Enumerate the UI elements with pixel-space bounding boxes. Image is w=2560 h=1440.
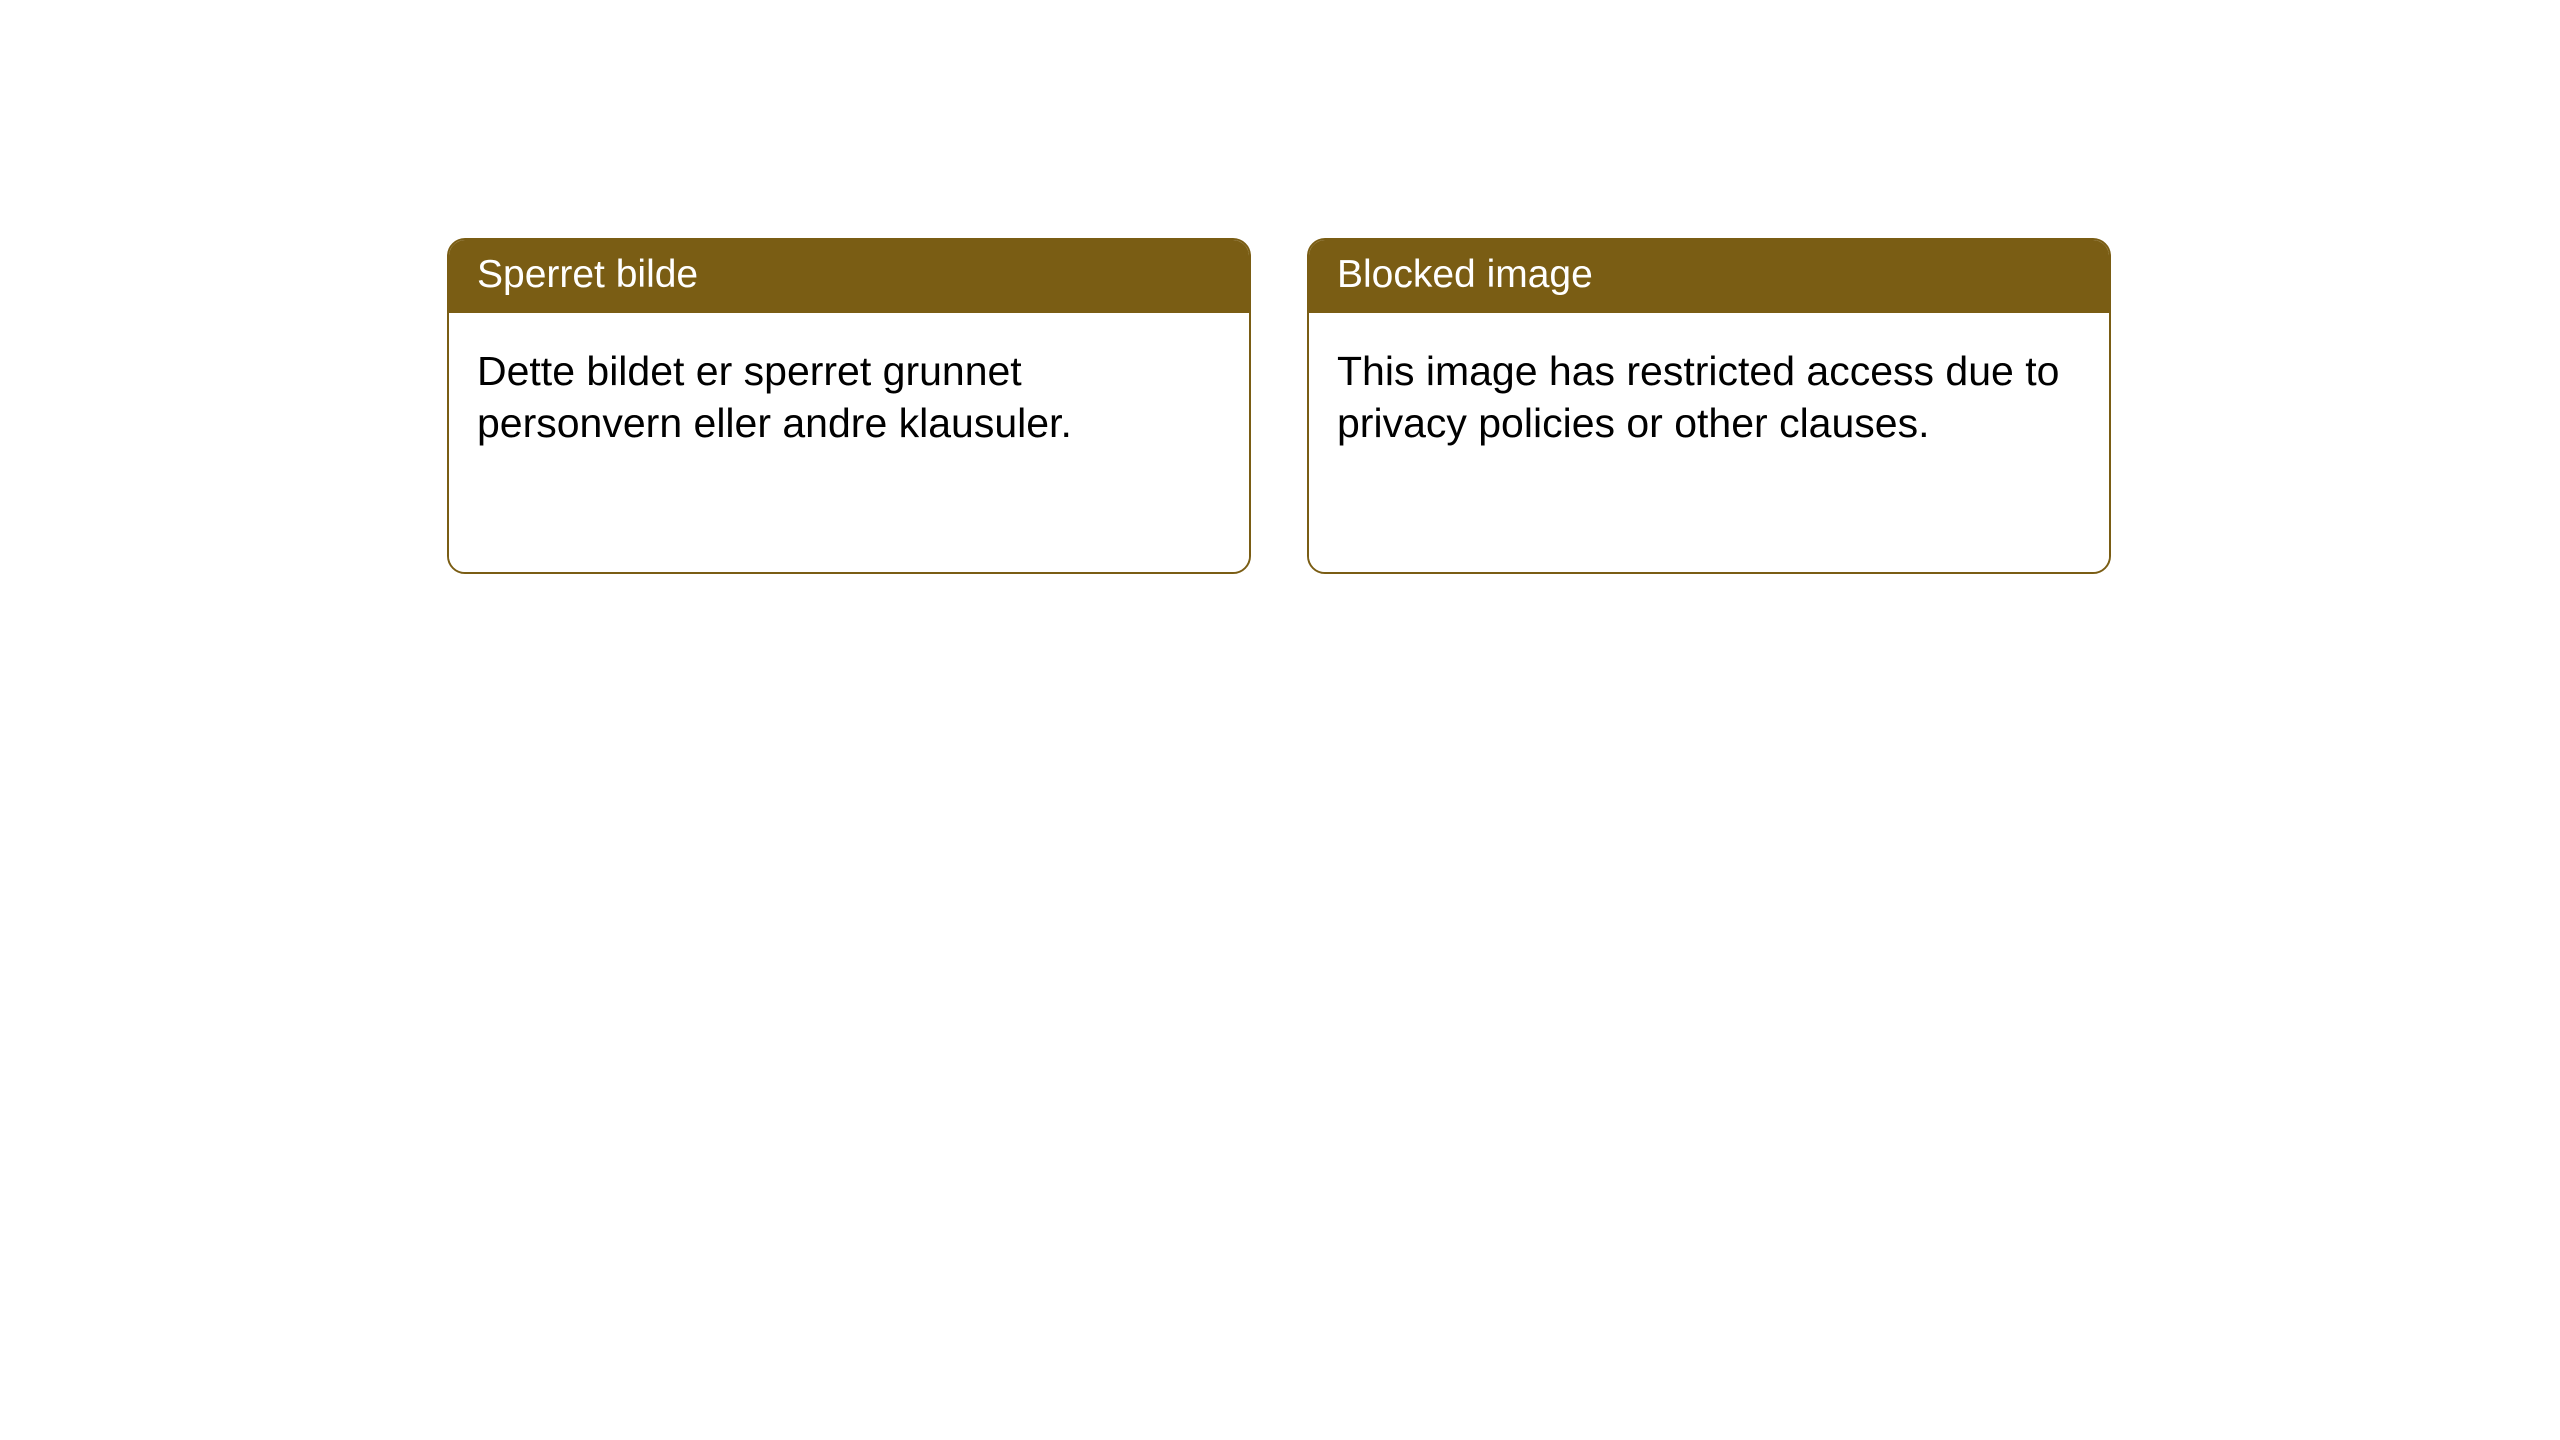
notice-box-norwegian: Sperret bilde Dette bildet er sperret gr… [447, 238, 1251, 574]
notice-body: Dette bildet er sperret grunnet personve… [449, 313, 1249, 572]
notice-container: Sperret bilde Dette bildet er sperret gr… [0, 0, 2560, 574]
notice-header: Sperret bilde [449, 240, 1249, 313]
notice-box-english: Blocked image This image has restricted … [1307, 238, 2111, 574]
notice-body: This image has restricted access due to … [1309, 313, 2109, 572]
notice-header: Blocked image [1309, 240, 2109, 313]
